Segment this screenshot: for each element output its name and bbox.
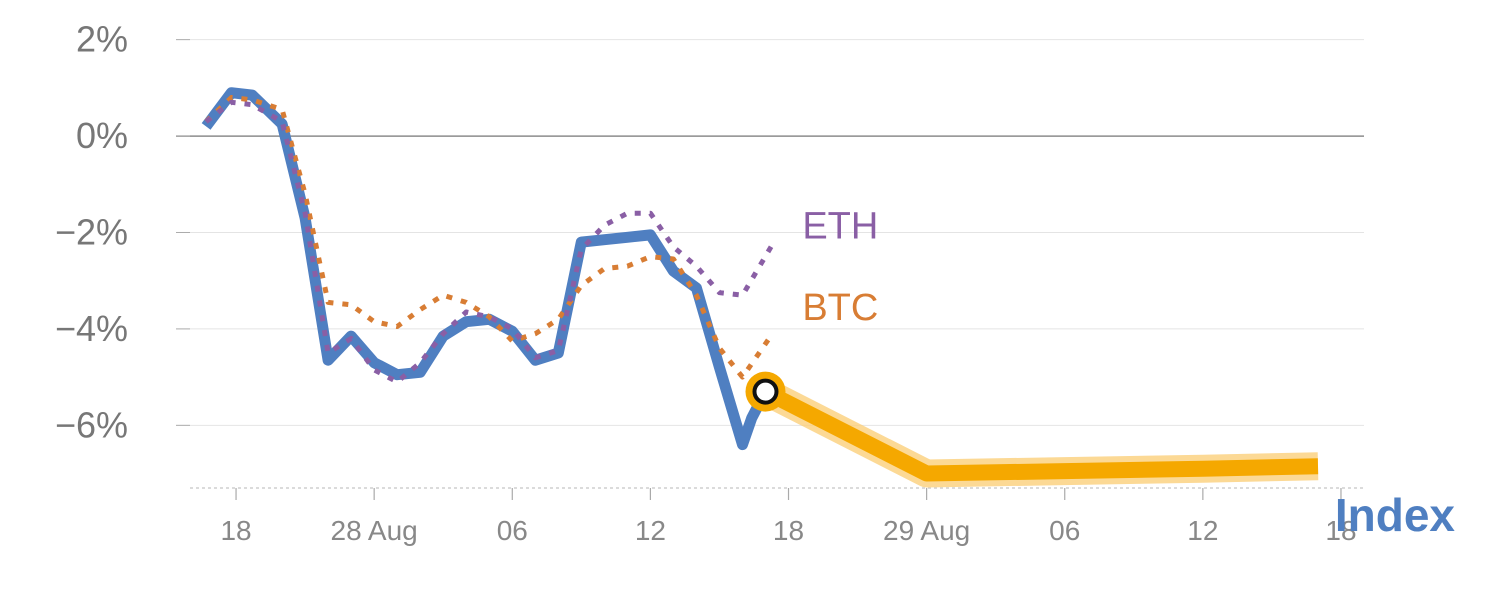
y-tick-label: −2% bbox=[55, 211, 128, 252]
x-tick-label: 06 bbox=[497, 515, 528, 546]
forecast-band-layer bbox=[759, 379, 1319, 488]
x-tick-label: 29 Aug bbox=[883, 515, 970, 546]
x-tick-label: 18 bbox=[220, 515, 251, 546]
eth-series-label: ETH bbox=[802, 205, 878, 247]
eth-line bbox=[204, 99, 775, 385]
x-axis-ticks: 18 28 Aug 06 12 18 29 Aug 06 12 18 bbox=[220, 488, 1357, 546]
x-tick-label: 06 bbox=[1049, 515, 1080, 546]
index-line bbox=[201, 87, 784, 451]
index-series-label: Index bbox=[1335, 489, 1456, 541]
x-tick-label: 18 bbox=[773, 515, 804, 546]
gridlines bbox=[176, 39, 1364, 489]
y-tick-label: 0% bbox=[76, 115, 128, 156]
x-tick-label: 12 bbox=[1187, 515, 1218, 546]
y-tick-label: −4% bbox=[55, 308, 128, 349]
x-tick-label: 18 bbox=[1325, 515, 1356, 546]
btc-series-label: BTC bbox=[802, 287, 878, 329]
btc-line bbox=[204, 95, 775, 380]
y-axis-ticks: 2% 0% −2% −4% −6% bbox=[55, 19, 128, 446]
current-point-marker-layer bbox=[745, 371, 786, 412]
x-tick-label: 28 Aug bbox=[331, 515, 418, 546]
forecast-band bbox=[761, 384, 1319, 482]
series-lines bbox=[201, 87, 784, 451]
x-tick-label: 12 bbox=[635, 515, 666, 546]
current-point-marker bbox=[752, 378, 779, 405]
y-tick-label: −6% bbox=[55, 404, 128, 445]
y-tick-label: 2% bbox=[76, 19, 128, 60]
